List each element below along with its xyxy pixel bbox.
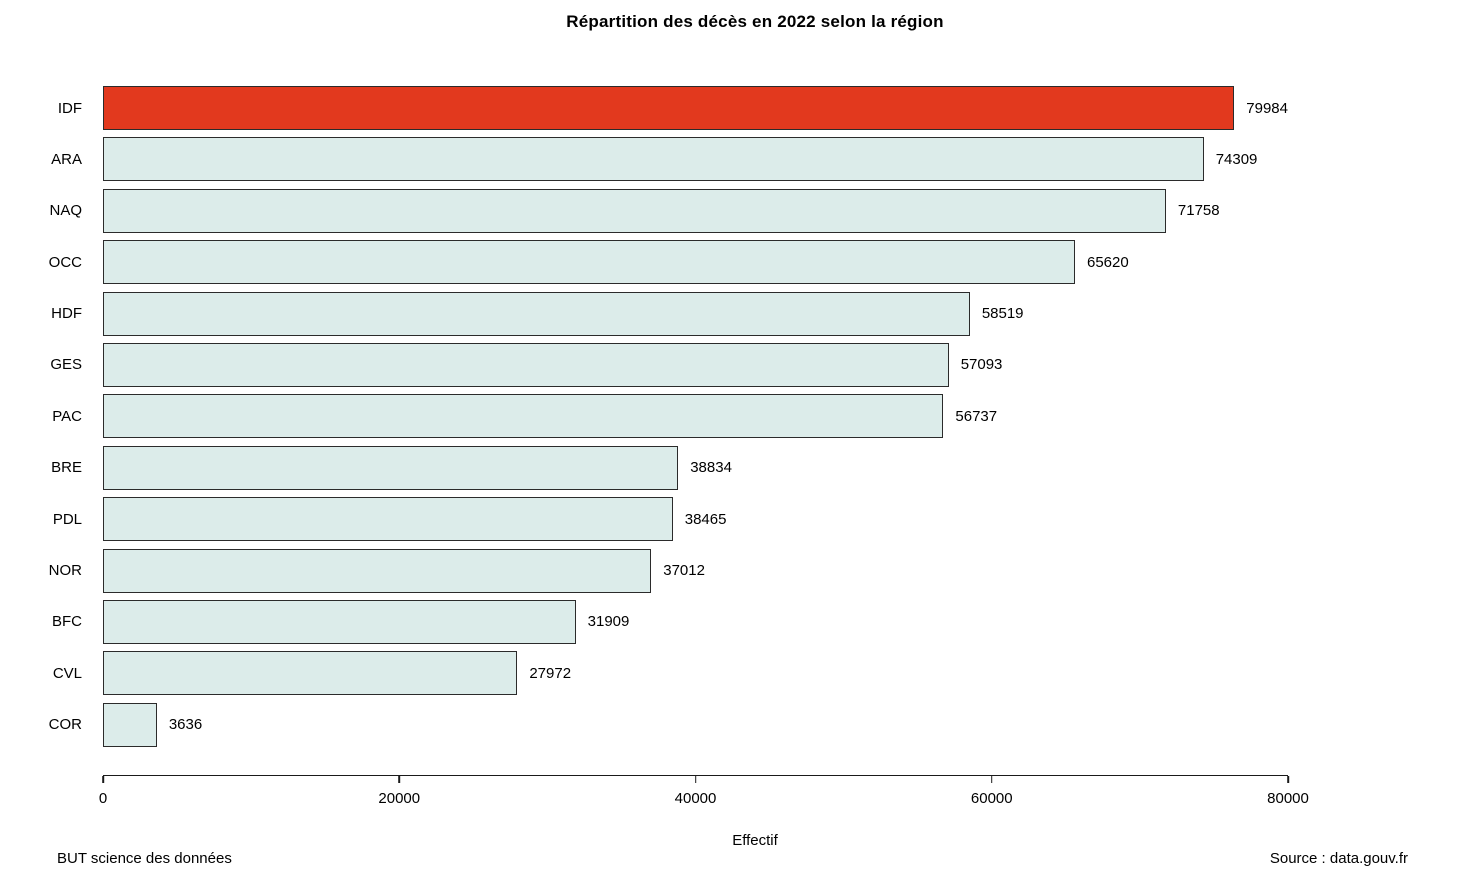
x-axis-label: Effectif xyxy=(732,832,778,849)
axis-tick xyxy=(398,776,401,783)
category-label: PAC xyxy=(52,407,82,425)
bar-row: OCC 65620 xyxy=(0,240,1460,285)
bar-row: HDF 58519 xyxy=(0,291,1460,336)
axis-tick-label: 20000 xyxy=(378,790,421,807)
bar-track: 57093 xyxy=(103,342,1288,387)
axis-tick xyxy=(1287,776,1289,783)
bars-area: IDF 79984 ARA 74309 NAQ 71758 OCC 65620 HDF 58519… xyxy=(0,86,1460,747)
category-label: OCC xyxy=(48,253,82,271)
bar xyxy=(103,497,673,542)
bar-value-label: 65620 xyxy=(1086,253,1129,271)
category-label: IDF xyxy=(57,99,82,117)
bar-row: COR 3636 xyxy=(0,702,1460,747)
category-label: GES xyxy=(50,356,82,374)
bar-row: IDF 79984 xyxy=(0,86,1460,130)
bar-value-label: 71758 xyxy=(1177,202,1220,220)
bar xyxy=(103,651,518,696)
bar xyxy=(103,599,576,644)
bar-row: GES 57093 xyxy=(0,342,1460,387)
bar-value-label: 74309 xyxy=(1215,150,1258,168)
category-label: HDF xyxy=(51,305,82,323)
footer-source: Source : data.gouv.fr xyxy=(1269,850,1408,867)
bar-track: 74309 xyxy=(103,137,1288,182)
axis-tick xyxy=(990,776,993,783)
bar xyxy=(103,548,652,593)
bar-track: 79984 xyxy=(103,86,1288,130)
bar-track: 58519 xyxy=(103,291,1288,336)
bar-value-label: 3636 xyxy=(168,716,203,734)
bar-row: CVL 27972 xyxy=(0,651,1460,696)
bar-row: ARA 74309 xyxy=(0,137,1460,182)
category-label: ARA xyxy=(51,150,82,168)
bar-value-label: 79984 xyxy=(1246,99,1288,117)
axis-tick xyxy=(102,776,104,783)
bar-row: NAQ 71758 xyxy=(0,188,1460,233)
bar xyxy=(103,86,1235,130)
bar-track: 37012 xyxy=(103,548,1288,593)
bar xyxy=(103,702,157,747)
bar-row: PDL 38465 xyxy=(0,497,1460,542)
bar-value-label: 56737 xyxy=(955,407,998,425)
category-label: NAQ xyxy=(49,202,82,220)
category-label: BFC xyxy=(52,613,82,631)
bar xyxy=(103,445,679,490)
bar-track: 56737 xyxy=(103,394,1288,439)
bar-track: 71758 xyxy=(103,188,1288,233)
bar xyxy=(103,240,1075,285)
category-label: BRE xyxy=(51,459,82,477)
bar xyxy=(103,188,1166,233)
bar-track: 38465 xyxy=(103,497,1288,542)
bar xyxy=(103,342,949,387)
bar-value-label: 57093 xyxy=(960,356,1003,374)
x-axis: 0 20000 40000 60000 80000 xyxy=(99,775,1309,807)
bar-row: BFC 31909 xyxy=(0,599,1460,644)
bar-track: 65620 xyxy=(103,240,1288,285)
footer-credit: BUT science des données xyxy=(57,850,232,867)
bar xyxy=(103,394,944,439)
axis-tick-label: 80000 xyxy=(1267,790,1309,807)
bar xyxy=(103,291,970,336)
bar-track: 31909 xyxy=(103,599,1288,644)
bar-row: BRE 38834 xyxy=(0,445,1460,490)
axis-tick-label: 40000 xyxy=(674,790,717,807)
bar-row: PAC 56737 xyxy=(0,394,1460,439)
chart-title: Répartition des décès en 2022 selon la r… xyxy=(566,12,944,31)
axis-tick xyxy=(694,776,697,783)
bar-track: 3636 xyxy=(103,702,1288,747)
category-label: PDL xyxy=(52,510,82,528)
bar-value-label: 31909 xyxy=(587,613,630,631)
bar-track: 38834 xyxy=(103,445,1288,490)
bar xyxy=(103,137,1204,182)
bar-value-label: 37012 xyxy=(663,562,705,580)
category-label: NOR xyxy=(48,562,82,580)
bar-value-label: 38834 xyxy=(690,459,732,477)
axis-tick-label: 0 xyxy=(98,790,108,807)
category-label: CVL xyxy=(52,664,82,682)
bar-track: 27972 xyxy=(103,651,1288,696)
bar-value-label: 58519 xyxy=(981,305,1024,323)
bar-row: NOR 37012 xyxy=(0,548,1460,593)
axis-tick-label: 60000 xyxy=(970,790,1013,807)
bar-value-label: 38465 xyxy=(684,510,727,528)
bar-value-label: 27972 xyxy=(529,664,572,682)
category-label: COR xyxy=(48,716,82,734)
